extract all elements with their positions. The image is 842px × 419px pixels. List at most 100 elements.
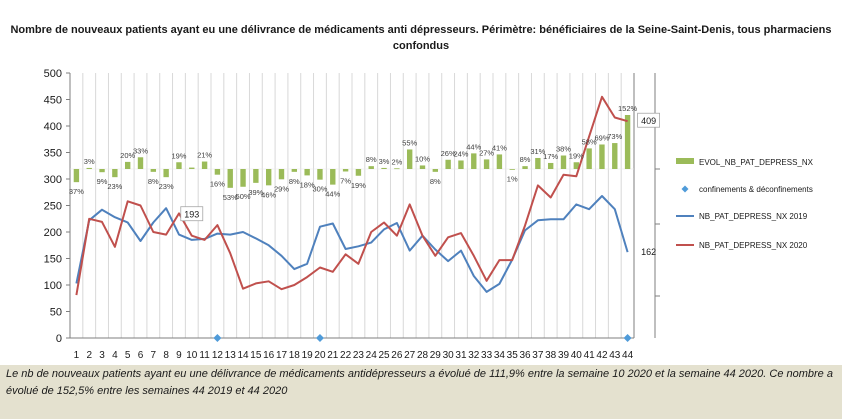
bar-data-label: 17%	[543, 152, 558, 161]
line-2019	[75, 195, 629, 293]
x-tick-label: 23	[353, 350, 365, 361]
bar	[586, 148, 592, 169]
bar-data-label: 152%	[618, 104, 638, 113]
bar-data-label: 44%	[466, 142, 481, 151]
x-tick-label: 32	[468, 350, 480, 361]
bar-data-label: 7%	[340, 176, 351, 185]
bar	[406, 149, 413, 169]
bar-data-label: 55%	[402, 138, 417, 147]
bar	[278, 169, 285, 180]
bar-data-label: 20%	[120, 151, 135, 160]
x-tick-label: 28	[417, 350, 429, 361]
y-tick-label: 350	[44, 148, 62, 160]
x-tick-label: 30	[443, 350, 455, 361]
legend-swatch-marker	[681, 185, 689, 193]
bar	[445, 159, 451, 169]
x-tick-label: 40	[571, 350, 583, 361]
bar-data-label: 10%	[415, 154, 430, 163]
x-tick-label: 26	[391, 350, 403, 361]
bar-data-label: 16%	[210, 180, 225, 189]
bar	[612, 143, 618, 169]
bar-series	[73, 115, 631, 188]
x-tick-label: 10	[186, 350, 198, 361]
bar-data-label: 73%	[607, 132, 622, 141]
bar	[330, 169, 336, 185]
bar-data-label: 29%	[274, 184, 289, 193]
y-tick-label: 450	[44, 95, 62, 107]
annotation-text: 162	[641, 247, 656, 257]
bar	[535, 157, 541, 169]
bar	[483, 159, 490, 169]
x-tick-label: 38	[545, 350, 557, 361]
bar-data-label: 19%	[351, 181, 366, 190]
y-tick-label: 300	[44, 174, 62, 186]
x-tick-label: 4	[112, 350, 118, 361]
bar-data-label: 30%	[312, 185, 327, 194]
x-tick-label: 1	[74, 350, 80, 361]
y-tick-label: 150	[44, 254, 62, 266]
x-tick-label: 9	[176, 350, 182, 361]
bar	[317, 169, 323, 180]
x-tick-label: 19	[302, 350, 314, 361]
bar	[124, 161, 131, 169]
annotation-text: 193	[184, 210, 199, 220]
data-labels: 37%3%9%23%20%33%8%23%19% 21%16%53%50%39%4…	[69, 104, 660, 257]
bar	[253, 169, 259, 183]
bar	[201, 161, 208, 169]
bar-data-label: 33%	[133, 146, 148, 155]
bar-data-label: 31%	[530, 147, 545, 156]
bar	[432, 169, 439, 172]
bar-data-label: 8%	[366, 155, 377, 164]
x-tick-label: 11	[199, 350, 210, 361]
x-tick-label: 3	[99, 350, 105, 361]
bar-data-label: 38%	[556, 145, 571, 154]
bar	[73, 169, 80, 183]
y-tick-label: 200	[44, 227, 62, 239]
bar-data-label: 23%	[107, 182, 122, 191]
bar-data-label: 8%	[520, 155, 531, 164]
bar	[547, 162, 554, 169]
bar	[291, 169, 298, 172]
bar	[381, 167, 387, 169]
bar-data-label: 18%	[300, 180, 315, 189]
bar-data-label: 8%	[430, 177, 441, 186]
bar-data-label: 9%	[97, 177, 108, 186]
annotation-text: 409	[641, 116, 656, 126]
bar-data-label: 46%	[261, 190, 276, 199]
x-tick-label: 42	[596, 350, 608, 361]
x-tick-label: 2	[86, 350, 92, 361]
x-tick-label: 20	[314, 350, 326, 361]
bar	[624, 115, 631, 169]
chart-card	[0, 0, 842, 365]
line-series	[75, 95, 632, 342]
bar	[342, 169, 349, 172]
bar	[394, 168, 400, 170]
bar	[599, 144, 605, 169]
bar	[458, 160, 464, 169]
x-tick-label: 39	[558, 350, 570, 361]
legend-label: NB_PAT_DEPRESS_NX 2020	[699, 241, 808, 250]
bar	[99, 169, 105, 173]
bar-data-label: 27%	[479, 148, 494, 157]
y-tick-label: 100	[44, 280, 62, 292]
x-tick-label: 36	[519, 350, 531, 361]
x-tick-label: 14	[237, 350, 249, 361]
bar	[471, 153, 477, 169]
x-tick-label: 16	[263, 350, 275, 361]
x-tick-label: 7	[151, 350, 157, 361]
x-tick-label: 33	[481, 350, 493, 361]
legend-label: NB_PAT_DEPRESS_NX 2019	[699, 212, 808, 221]
bar-data-label: 19%	[171, 151, 186, 160]
legend-label: confinements & déconfinements	[699, 185, 813, 194]
x-tick-label: 31	[455, 350, 467, 361]
bar	[522, 166, 528, 169]
x-tick-label: 18	[289, 350, 301, 361]
annotation-box	[180, 206, 204, 222]
bar	[496, 154, 503, 169]
bar-data-label: 41%	[492, 143, 507, 152]
bar	[150, 169, 157, 172]
y-tick-label: 50	[50, 307, 62, 319]
legend-swatch-bar	[676, 158, 694, 164]
